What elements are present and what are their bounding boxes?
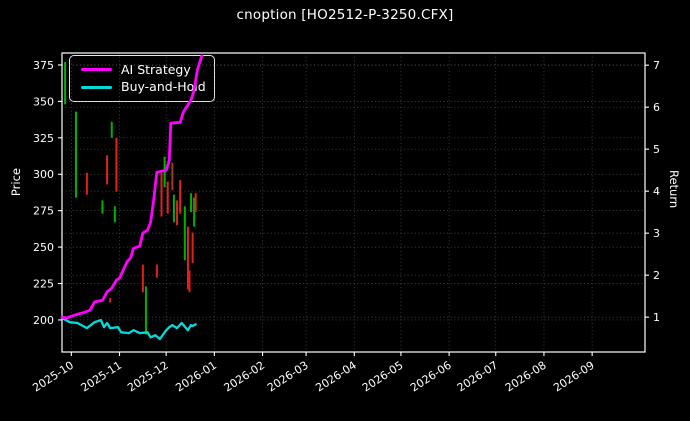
x-tick-label: 2026-08 xyxy=(503,359,549,395)
price-tick-label: 200 xyxy=(33,314,54,327)
ai-strategy-line xyxy=(60,54,204,320)
x-tick-label: 2026-04 xyxy=(313,359,359,395)
price-tick-label: 225 xyxy=(33,278,54,291)
price-tick-label: 375 xyxy=(33,59,54,72)
return-tick-label: 7 xyxy=(653,59,660,72)
return-tick-label: 1 xyxy=(653,311,660,324)
x-tick-label: 2026-03 xyxy=(265,359,311,395)
legend-item-buy-and-hold: Buy-and-Hold xyxy=(81,79,214,94)
x-tick-label: 2026-02 xyxy=(222,359,268,395)
x-tick-label: 2026-05 xyxy=(360,359,406,395)
legend-item-ai-strategy: AI Strategy xyxy=(81,61,214,77)
return-tick-label: 2 xyxy=(653,269,660,282)
price-tick-label: 350 xyxy=(33,95,54,108)
x-tick-label: 2025-12 xyxy=(125,359,171,395)
return-tick-label: 5 xyxy=(653,143,660,156)
return-tick-label: 4 xyxy=(653,185,660,198)
x-tick-label: 2025-11 xyxy=(79,359,125,395)
price-tick-label: 250 xyxy=(33,241,54,254)
return-tick-label: 3 xyxy=(653,227,660,240)
x-tick-label: 2026-06 xyxy=(408,359,454,395)
buy-and-hold-swatch xyxy=(81,85,112,89)
price-tick-label: 275 xyxy=(33,205,54,218)
legend-label: AI Strategy xyxy=(121,61,191,77)
legend-label: Buy-and-Hold xyxy=(121,79,206,94)
x-tick-label: 2026-09 xyxy=(551,359,597,395)
price-tick-label: 300 xyxy=(33,168,54,181)
return-tick-label: 6 xyxy=(653,101,660,114)
price-tick-label: 325 xyxy=(33,132,54,145)
plot-border xyxy=(61,52,646,353)
ai-strategy-swatch xyxy=(81,68,112,72)
x-tick-label: 2025-10 xyxy=(30,359,76,395)
x-tick-label: 2026-07 xyxy=(455,359,501,395)
buy-and-hold-line xyxy=(60,316,197,341)
legend: AI Strategy Buy-and-Hold xyxy=(69,55,215,102)
x-tick-label: 2026-01 xyxy=(173,359,219,395)
chart-title: cnoption [HO2512-P-3250.CFX] xyxy=(236,7,454,23)
return-axis-label: Return xyxy=(667,170,681,209)
